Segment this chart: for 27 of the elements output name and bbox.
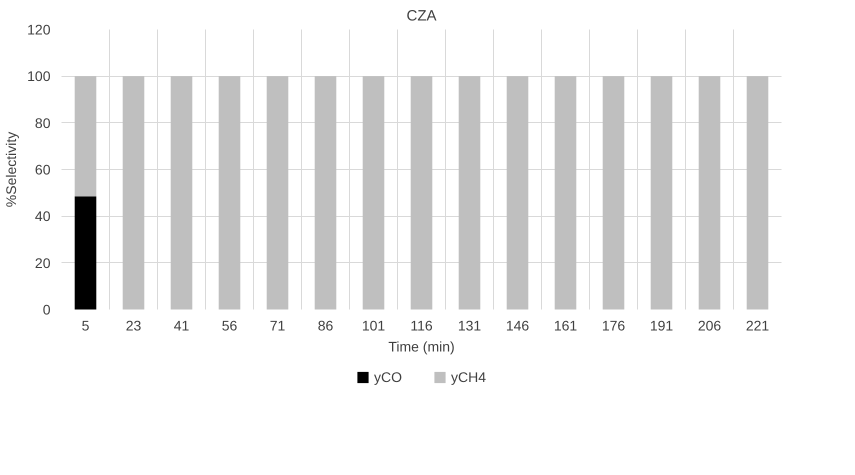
x-tick-label: 5 (82, 318, 90, 334)
y-tick-label: 60 (34, 162, 51, 178)
x-tick-label: 86 (318, 318, 334, 334)
x-tick-label: 221 (746, 318, 770, 334)
x-tick-label: 191 (650, 318, 674, 334)
y-tick-label: 20 (34, 254, 51, 271)
x-tick-label: 56 (222, 318, 238, 334)
x-tick-label: 206 (698, 318, 722, 334)
x-tick-label: 146 (506, 318, 530, 334)
x-tick-label: 101 (362, 318, 386, 334)
y-tick-label: 40 (34, 208, 51, 224)
x-axis-title: Time (min) (388, 338, 455, 354)
x-tick-label: 71 (270, 318, 286, 334)
legend-label: yCO (374, 369, 402, 385)
y-axis-title: %Selectivity (3, 132, 20, 208)
x-tick-label: 176 (602, 318, 626, 334)
x-tick-label: 131 (458, 318, 482, 334)
y-tick-label: 0 (42, 302, 51, 318)
x-tick-label: 116 (410, 318, 433, 334)
x-tick-label: 161 (554, 318, 578, 334)
x-tick-label: 41 (174, 318, 190, 334)
y-tick-label: 100 (27, 68, 51, 84)
chart-title: CZA (406, 8, 436, 24)
legend-label: yCH4 (450, 369, 486, 385)
x-tick-label: 23 (126, 318, 142, 334)
y-tick-label: 80 (34, 114, 51, 131)
y-tick-label: 120 (27, 22, 51, 38)
